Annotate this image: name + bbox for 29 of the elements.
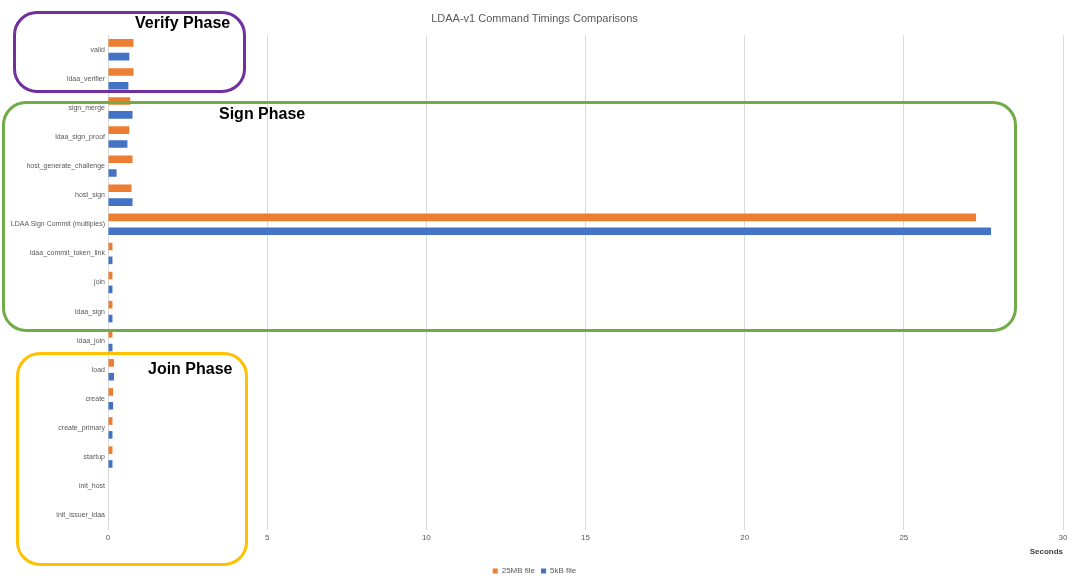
bar [108, 169, 117, 177]
x-tick-label: 25 [899, 532, 909, 542]
bar [108, 126, 130, 134]
annotation: Sign Phase [219, 105, 306, 123]
x-tick-label: 15 [581, 532, 591, 542]
bar [108, 39, 134, 47]
bar [108, 227, 992, 236]
x-axis-title: Seconds [1029, 547, 1064, 557]
bar [108, 81, 129, 90]
bar [108, 111, 133, 119]
bar [108, 155, 133, 164]
x-tick-label: 30 [1058, 532, 1068, 542]
chart-title: LDAA-v1 Command Timings Comparisons [431, 11, 639, 24]
bar [108, 213, 977, 222]
x-tick-label: 10 [421, 532, 432, 542]
annotation: Join Phase [148, 360, 233, 378]
x-tick-label: 5 [264, 532, 270, 542]
bar [108, 198, 133, 206]
x-tick-label: 20 [740, 532, 750, 542]
legend-label: 25MB file [501, 566, 536, 576]
bar [108, 68, 134, 76]
bar [108, 359, 115, 367]
bar [108, 184, 132, 193]
text: Verify Phase [135, 14, 231, 32]
bar [108, 388, 114, 396]
bar [108, 401, 114, 410]
bar [108, 140, 128, 148]
legend-label: 5kB file [550, 566, 577, 576]
x-tick-label: 0 [105, 532, 111, 542]
